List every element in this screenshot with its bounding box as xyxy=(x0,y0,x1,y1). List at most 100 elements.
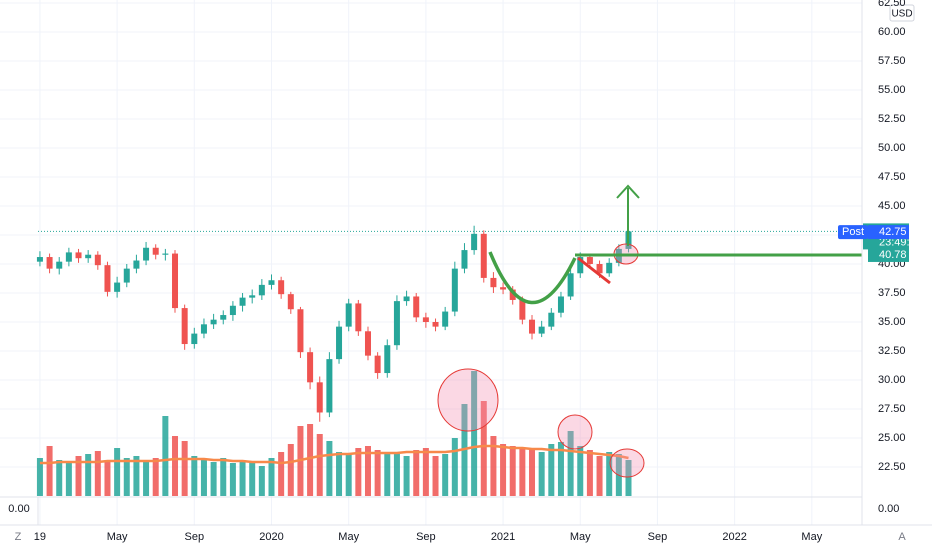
candle-body xyxy=(162,253,169,255)
candle-body xyxy=(133,260,140,269)
volume-bar xyxy=(442,454,449,496)
y-tick-label: 52.50 xyxy=(878,113,906,125)
y-tick-label: 55.00 xyxy=(878,84,906,96)
candle-body xyxy=(56,261,63,269)
volume-bar xyxy=(393,454,400,496)
volume-bar xyxy=(432,456,439,496)
candle-body xyxy=(586,257,593,264)
highlight-circle xyxy=(437,368,499,432)
volume-ma-line xyxy=(39,444,629,465)
x-tick-label: Sep xyxy=(416,531,436,543)
x-tick-label: May xyxy=(338,531,359,543)
x-tick-label: 2022 xyxy=(722,531,746,543)
corner-button[interactable]: A xyxy=(898,531,906,543)
candle-body xyxy=(509,289,516,300)
candle-body xyxy=(384,345,391,374)
volume-bar xyxy=(471,371,478,496)
volume-bar xyxy=(538,452,545,496)
volume-bar xyxy=(94,451,101,496)
volume-bar xyxy=(278,452,285,496)
volume-bar xyxy=(509,446,516,496)
volume-bar xyxy=(104,460,111,496)
volume-bar xyxy=(307,424,314,496)
volume-bar xyxy=(500,444,507,496)
candle-body xyxy=(229,305,236,316)
candle-body xyxy=(403,296,410,302)
volume-bar xyxy=(239,460,246,496)
y-tick-label: 62.50 xyxy=(878,0,906,9)
candle-body xyxy=(278,280,285,295)
candle-body xyxy=(577,257,584,274)
candle-body xyxy=(413,296,420,318)
volume-bar xyxy=(191,456,198,496)
corner-button[interactable]: Z xyxy=(15,531,22,543)
candle-body xyxy=(210,319,217,325)
candle-body xyxy=(548,312,555,327)
volume-bar xyxy=(143,461,150,496)
highlight-circle xyxy=(609,448,645,478)
volume-bar xyxy=(210,462,217,496)
volume-bar xyxy=(355,448,362,496)
candle-body xyxy=(104,265,111,292)
post-tag-label: Post xyxy=(842,226,864,238)
volume-bar xyxy=(181,441,188,496)
candle-body xyxy=(422,317,429,322)
candle-body xyxy=(200,324,207,334)
volume-bar xyxy=(625,460,632,496)
candle-body xyxy=(490,277,497,288)
y-tick-label: 50.00 xyxy=(878,142,906,154)
volume-bar xyxy=(316,434,323,496)
candle-body xyxy=(172,253,179,309)
volume-bar xyxy=(200,460,207,496)
x-tick-label: 19 xyxy=(34,531,46,543)
volume-bar xyxy=(577,446,584,496)
candle-body xyxy=(451,268,458,312)
volume-bar xyxy=(162,416,169,496)
x-tick-label: 2020 xyxy=(259,531,283,543)
y-tick-label: 60.00 xyxy=(878,26,906,38)
volume-bar xyxy=(220,458,227,496)
y-tick-label: 47.50 xyxy=(878,171,906,183)
volume-bar xyxy=(384,452,391,496)
candle-body xyxy=(519,299,526,320)
volume-bar xyxy=(46,446,53,496)
candle-body xyxy=(65,252,72,262)
volume-bar xyxy=(364,446,371,496)
currency-box xyxy=(889,4,915,22)
cup-curve xyxy=(488,251,577,305)
volume-bar xyxy=(123,458,130,496)
y-tick-label: 35.00 xyxy=(878,316,906,328)
candle-body xyxy=(307,352,314,383)
candle-body xyxy=(461,250,468,269)
y-tick-label: 45.00 xyxy=(878,200,906,212)
volume-bar xyxy=(451,438,458,496)
volume-bar xyxy=(413,450,420,496)
currency: USD xyxy=(891,9,912,20)
grid xyxy=(0,0,862,525)
candle-body xyxy=(268,280,275,285)
volume-bar xyxy=(287,444,294,496)
volume-bar xyxy=(85,454,92,496)
volume-bar xyxy=(548,444,555,496)
volume-pane xyxy=(36,371,632,496)
candle-body xyxy=(529,319,536,334)
candle-body xyxy=(75,252,82,259)
candle-body xyxy=(85,254,92,259)
candle-body xyxy=(297,309,304,353)
volume-bar xyxy=(326,441,333,496)
post-tag xyxy=(838,225,868,240)
candle-body xyxy=(143,247,150,261)
marker-price-label: 40.78 xyxy=(879,249,907,261)
candle-body xyxy=(326,359,333,413)
volume-bar xyxy=(586,450,593,496)
volume-bar xyxy=(133,456,140,496)
candle-body xyxy=(152,247,159,255)
candle-body xyxy=(94,254,101,266)
volume-bar xyxy=(606,452,613,496)
y-tick-label: 32.50 xyxy=(878,345,906,357)
volume-bar xyxy=(422,448,429,496)
post-price-box xyxy=(868,225,909,240)
candle-body xyxy=(220,315,227,320)
